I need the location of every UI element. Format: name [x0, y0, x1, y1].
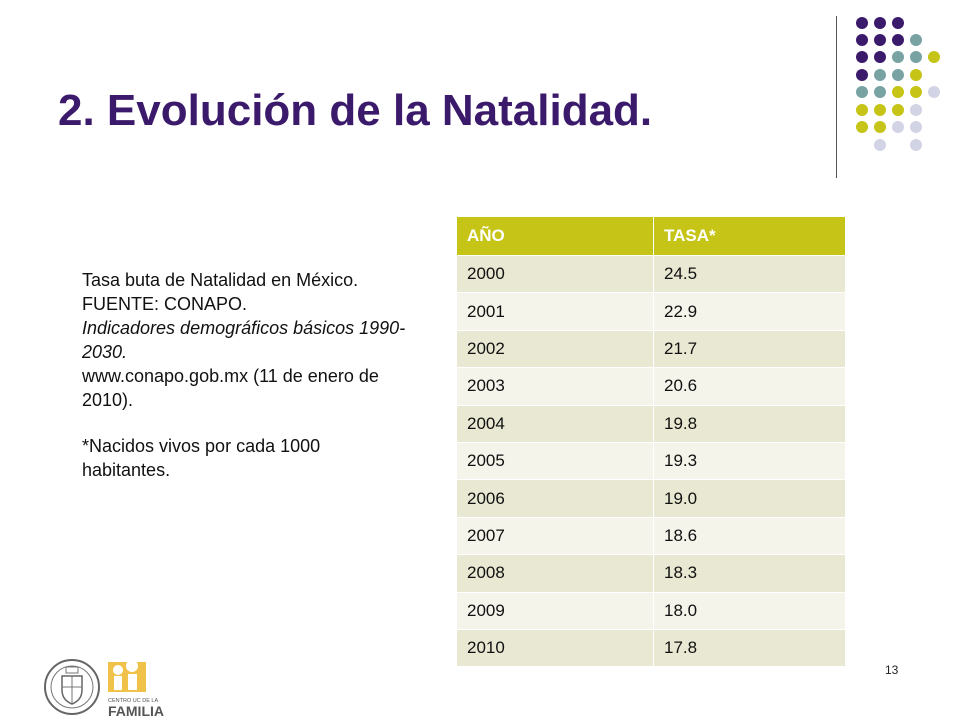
caption-source-text: Tasa buta de Natalidad en México. FUENTE…: [82, 270, 359, 314]
page-number: 13: [885, 663, 899, 677]
decorative-divider-line: [836, 16, 837, 178]
cell-rate: 17.8: [653, 628, 846, 668]
cell-year: 2008: [456, 554, 654, 593]
column-header-rate: TASA*: [653, 216, 846, 256]
cell-rate: 22.9: [653, 292, 846, 331]
cell-year: 2009: [456, 591, 654, 630]
cell-year: 2005: [456, 441, 654, 481]
cell-year: 2002: [456, 329, 654, 369]
cell-rate: 20.6: [653, 367, 846, 406]
logo-big-text: FAMILIA: [108, 703, 164, 719]
cell-year: 2004: [456, 404, 654, 443]
table-row: 2002 21.7: [456, 329, 846, 369]
logo-small-text: CENTRO UC DE LA: [108, 698, 158, 704]
table-row: 2005 19.3: [456, 441, 846, 481]
decorative-dot-grid: [856, 17, 940, 151]
table-row: 2010 17.8: [456, 628, 846, 668]
university-seal-logo: [44, 659, 100, 715]
table-header-row: AÑO TASA*: [456, 216, 846, 256]
table-row: 2001 22.9: [456, 292, 846, 331]
cell-year: 2007: [456, 516, 654, 556]
cell-rate: 18.3: [653, 554, 846, 593]
centro-familia-logo: CENTRO UC DE LA FAMILIA: [108, 660, 164, 719]
cell-rate: 18.0: [653, 591, 846, 630]
table-row: 2008 18.3: [456, 554, 846, 593]
cell-rate: 24.5: [653, 254, 846, 294]
slide-title: 2. Evolución de la Natalidad.: [58, 86, 653, 135]
caption-source-url: www.conapo.gob.mx (11 de enero de 2010).: [82, 366, 379, 410]
source-caption: Tasa buta de Natalidad en México. FUENTE…: [82, 268, 412, 482]
caption-footnote: *Nacidos vivos por cada 1000 habitantes.: [82, 436, 321, 480]
column-header-year: AÑO: [456, 216, 654, 256]
cell-rate: 19.3: [653, 441, 846, 481]
table-row: 2000 24.5: [456, 254, 846, 294]
cell-year: 2001: [456, 292, 654, 331]
cell-year: 2010: [456, 628, 654, 668]
cell-rate: 19.0: [653, 479, 846, 518]
table-row: 2004 19.8: [456, 404, 846, 443]
caption-publication-title: Indicadores demográficos básicos 1990-20…: [82, 318, 406, 362]
cell-rate: 21.7: [653, 329, 846, 369]
cell-year: 2000: [456, 254, 654, 294]
table-row: 2006 19.0: [456, 479, 846, 518]
cell-rate: 19.8: [653, 404, 846, 443]
table-row: 2009 18.0: [456, 591, 846, 630]
cell-year: 2006: [456, 479, 654, 518]
cell-rate: 18.6: [653, 516, 846, 556]
cell-year: 2003: [456, 367, 654, 406]
table-row: 2007 18.6: [456, 516, 846, 556]
table-row: 2003 20.6: [456, 367, 846, 406]
birth-rate-table: AÑO TASA* 2000 24.5 2001 22.9 2002 21.7 …: [456, 216, 846, 668]
